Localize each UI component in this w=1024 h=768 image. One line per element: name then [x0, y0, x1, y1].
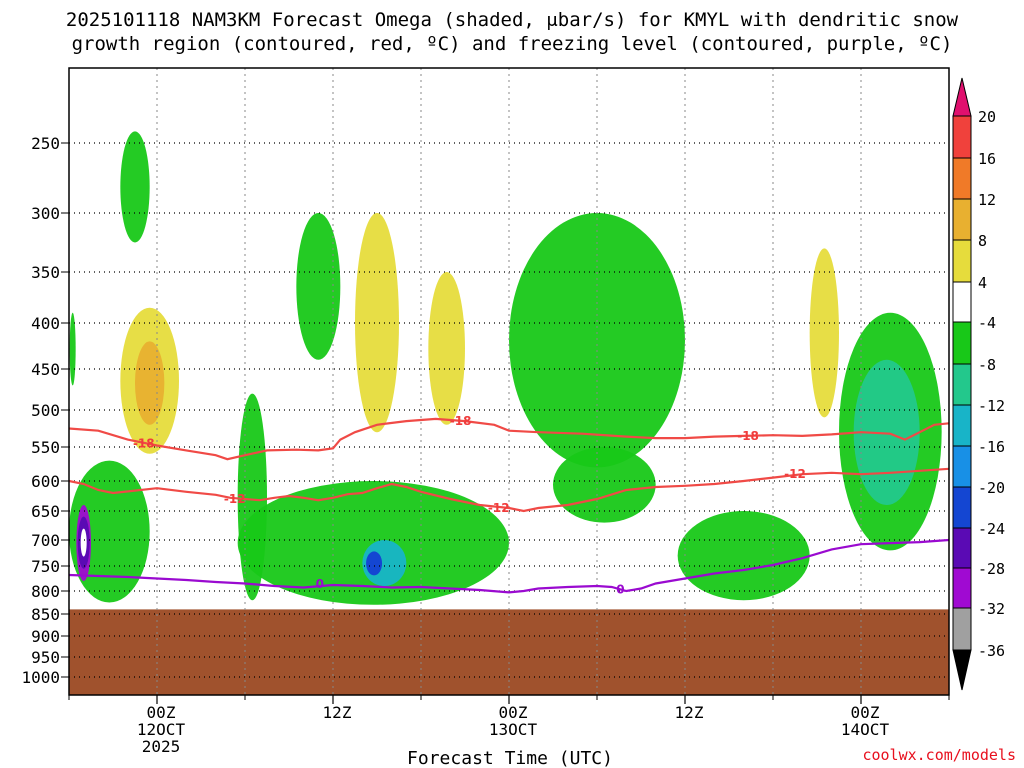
colorbar-label-0: 20: [978, 108, 996, 126]
pressure-axis: 250 300 350 400 450 500 550 600 650 700 750 800 850 9…: [21, 134, 69, 687]
colorbar-label-9: -20: [978, 479, 1005, 497]
omega-region-16: [677, 510, 810, 601]
colorbar-label-3: 8: [978, 232, 987, 250]
contour-line-0: [69, 417, 949, 461]
colorbar-segment-10: [952, 486, 972, 529]
colorbar-segment-2: [952, 157, 972, 200]
colorbar-segment-6: [952, 321, 972, 365]
omega-region-7: [237, 481, 509, 605]
contour-label-7: 0: [616, 583, 624, 597]
colorbar-segment-12: [952, 567, 972, 609]
y-tick-label-400: 400: [31, 314, 60, 333]
y-tick-label-500: 500: [31, 401, 60, 420]
contour-label-2: -18: [737, 429, 759, 443]
colorbar-label-8: -16: [978, 438, 1005, 456]
colorbar-segment-9: [952, 445, 972, 488]
omega-core-west-inner: [80, 528, 87, 557]
omega-region-13: [428, 272, 465, 425]
x-tick-label-4-1: 14OCT: [841, 720, 890, 739]
x-tick-label-4-0: 00Z: [851, 703, 880, 722]
omega-region-17: [853, 359, 920, 505]
y-tick-label-650: 650: [31, 502, 60, 521]
colorbar-segment-11: [952, 527, 972, 569]
colorbar-top-triangle: [952, 77, 972, 117]
omega-core-central: [366, 551, 383, 576]
omega-region-0: [69, 312, 76, 386]
colorbar-bottom-triangle: [952, 649, 972, 691]
y-tick-label-550: 550: [31, 438, 60, 457]
colorbar-label-11: -28: [978, 560, 1005, 578]
x-tick-label-1-0: 12Z: [323, 703, 352, 722]
colorbar-segment-7: [952, 363, 972, 406]
colorbar-label-2: 12: [978, 191, 996, 209]
chart-title-line-2: growth region (contoured, red, ºC) and f…: [72, 33, 953, 55]
colorbar-label-5: -4: [978, 314, 996, 332]
contour-line-2: [69, 538, 949, 594]
x-tick-label-0-2: 2025: [142, 737, 181, 756]
contour-label-1: -18: [450, 414, 472, 428]
colorbar-label-7: -12: [978, 397, 1005, 415]
y-tick-label-300: 300: [31, 204, 60, 223]
y-tick-label-750: 750: [31, 557, 60, 576]
contour-label-4: -12: [488, 501, 510, 515]
omega-region-10: [296, 213, 341, 360]
contour-label-0: -18: [133, 436, 155, 450]
y-tick-label-600: 600: [31, 472, 60, 491]
y-tick-label-700: 700: [31, 531, 60, 550]
contour-label-3: -12: [224, 492, 246, 506]
x-tick-label-0-0: 00Z: [147, 703, 176, 722]
x-axis-title: Forecast Time (UTC): [407, 748, 613, 768]
colorbar-segment-5: [952, 281, 972, 323]
colorbar-label-10: -24: [978, 520, 1005, 538]
y-tick-label-850: 850: [31, 605, 60, 624]
y-tick-label-950: 950: [31, 648, 60, 667]
y-tick-label-350: 350: [31, 263, 60, 282]
chart-title-line-1: 2025101118 NAM3KM Forecast Omega (shaded…: [66, 9, 959, 31]
omega-shading-layer: [69, 131, 942, 605]
omega-region-11: [509, 213, 685, 468]
contour-label-5: -12: [784, 467, 806, 481]
credit-text: coolwx.com/models: [862, 746, 1016, 764]
contour-line-1: [69, 467, 949, 513]
colorbar-segment-4: [952, 239, 972, 283]
x-tick-label-2-1: 13OCT: [489, 720, 538, 739]
contour-layer: [69, 417, 949, 594]
omega-region-3: [135, 341, 165, 425]
omega-region-9: [355, 213, 399, 433]
contour-label-6: 0: [316, 577, 324, 591]
x-tick-label-0-1: 12OCT: [137, 720, 186, 739]
colorbar-label-6: -8: [978, 356, 996, 374]
y-tick-label-1000: 1000: [21, 668, 60, 687]
omega-region-1: [120, 131, 150, 243]
colorbar-label-12: -32: [978, 600, 1005, 618]
x-tick-label-2-0: 00Z: [499, 703, 528, 722]
y-tick-label-900: 900: [31, 627, 60, 646]
contour-labels: -18 -18 -18 -12 -12 -12 0 0: [133, 414, 806, 596]
colorbar-segment-13: [952, 607, 972, 651]
colorbar-label-13: -36: [978, 642, 1005, 660]
omega-region-14: [809, 248, 839, 418]
colorbar-label-1: 16: [978, 150, 996, 168]
colorbar-label-4: 4: [978, 274, 987, 292]
colorbar-segment-8: [952, 404, 972, 447]
ground-fill: [69, 609, 949, 695]
colorbar-segment-1: [952, 115, 972, 159]
ground-layer: [69, 609, 949, 695]
y-tick-label-800: 800: [31, 582, 60, 601]
colorbar-segment-3: [952, 198, 972, 241]
x-tick-label-3-0: 12Z: [675, 703, 704, 722]
y-tick-label-250: 250: [31, 134, 60, 153]
omega-colorbar: 20 16 12 8 4 -4 -8 -12 -16 -20 -24 -28 -32 -36: [952, 77, 1005, 691]
y-tick-label-450: 450: [31, 360, 60, 379]
